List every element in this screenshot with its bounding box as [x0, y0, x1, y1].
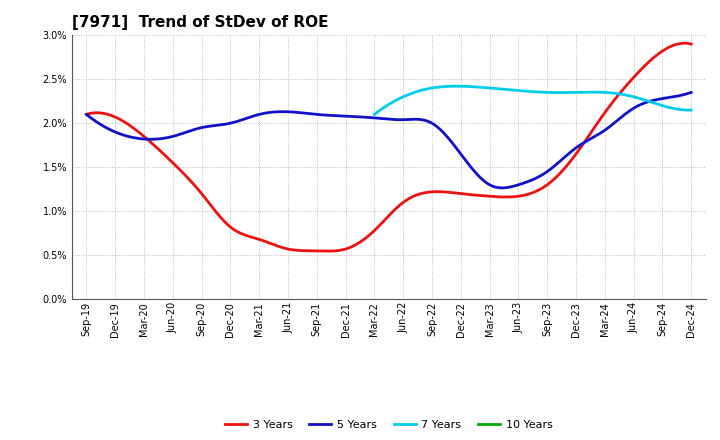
3 Years — [82, 112, 91, 117]
5 Years — [155, 136, 163, 142]
7 Years — [601, 90, 610, 95]
7 Years — [474, 84, 482, 90]
5 Years — [523, 179, 532, 184]
3 Years — [520, 193, 528, 198]
5 Years — [279, 109, 288, 114]
7 Years — [408, 90, 417, 95]
7 Years — [687, 107, 696, 113]
3 Years — [464, 192, 473, 197]
3 Years — [687, 41, 696, 47]
7 Years — [496, 86, 505, 92]
3 Years — [523, 192, 532, 197]
Line: 7 Years: 7 Years — [374, 86, 691, 114]
3 Years — [155, 147, 163, 152]
3 Years — [322, 249, 330, 254]
5 Years — [82, 112, 91, 117]
5 Years — [322, 113, 330, 118]
3 Years — [325, 249, 333, 254]
Line: 5 Years: 5 Years — [86, 92, 691, 188]
Legend: 3 Years, 5 Years, 7 Years, 10 Years: 3 Years, 5 Years, 7 Years, 10 Years — [220, 416, 557, 435]
7 Years — [600, 90, 608, 95]
5 Years — [462, 159, 471, 165]
7 Years — [452, 84, 461, 89]
7 Years — [570, 90, 579, 95]
3 Years — [279, 245, 288, 250]
5 Years — [520, 180, 528, 186]
5 Years — [687, 90, 696, 95]
7 Years — [370, 112, 379, 117]
5 Years — [498, 185, 506, 191]
3 Years — [681, 40, 690, 46]
Line: 3 Years: 3 Years — [86, 43, 691, 251]
Text: [7971]  Trend of StDev of ROE: [7971] Trend of StDev of ROE — [72, 15, 328, 30]
